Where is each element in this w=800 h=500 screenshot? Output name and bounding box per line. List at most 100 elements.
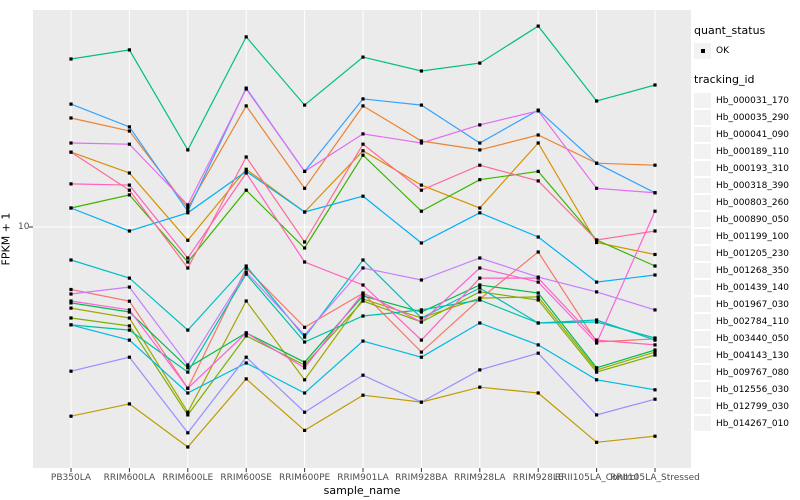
legend-key-swatch [694, 416, 711, 431]
legend-key-swatch [694, 178, 711, 193]
legend-key-line-icon [695, 133, 710, 136]
legend-entry-label: Hb_000193_310 [716, 163, 790, 174]
legend-key-swatch [694, 382, 711, 397]
legend-key-line-icon [695, 405, 710, 408]
legend-key-swatch [694, 297, 711, 312]
x-tick-label: RRIM928LA [454, 473, 506, 483]
legend-entry-label: Hb_000031_170 [716, 95, 790, 106]
legend-entry-label: Hb_009767_080 [716, 367, 790, 378]
x-tick-label: RRIM600LE [162, 473, 214, 483]
point-glyph-icon [700, 49, 705, 53]
legend-key-line-icon [695, 337, 710, 340]
x-tick-label: RRIM600LA [103, 473, 156, 483]
legend-entry: Hb_000318_390 [694, 177, 798, 194]
legend-quant-status: quant_status OK [694, 24, 798, 59]
legend-entry-label: Hb_000890_050 [716, 214, 790, 225]
legend-key-line-icon [695, 354, 710, 357]
legend-key-swatch [694, 331, 711, 346]
x-tick-label: RRIM928LE [512, 473, 564, 483]
quant-key-swatch [694, 43, 711, 59]
legend-entry: Hb_012799_030 [694, 398, 798, 415]
x-tick-label: RRIM600PE [278, 473, 331, 483]
legend-quant-item-ok: OK [694, 43, 798, 59]
legend-key-swatch [694, 127, 711, 142]
legend-entry: Hb_009767_080 [694, 364, 798, 381]
legend-key-line-icon [695, 269, 710, 272]
legend-key-line-icon [695, 116, 710, 119]
legend-key-line-icon [695, 218, 710, 221]
y-tick-label: 10 [18, 222, 30, 232]
legend-tracking-items: Hb_000031_170 Hb_000035_290 Hb_000041_090 H… [694, 92, 798, 432]
legend-key-swatch [694, 314, 711, 329]
legend-key-line-icon [695, 150, 710, 153]
x-tick-label: PB350LA [50, 473, 92, 483]
legend-key-line-icon [695, 371, 710, 374]
legend-entry-label: Hb_000189_110 [716, 146, 790, 157]
x-tick-label: RRII105LA_Control [554, 473, 639, 483]
legend-entry: Hb_002784_110 [694, 313, 798, 330]
legend-key-line-icon [695, 235, 710, 238]
legend-entry: Hb_000189_110 [694, 143, 798, 160]
legend-key-swatch [694, 161, 711, 176]
legend: quant_status OK tracking_id Hb_000031_17… [694, 24, 798, 432]
legend-entry-label: Hb_012799_030 [716, 401, 790, 412]
legend-key-line-icon [695, 99, 710, 102]
legend-entry-label: Hb_001439_140 [716, 282, 790, 293]
legend-key-line-icon [695, 167, 710, 170]
legend-entry: Hb_000890_050 [694, 211, 798, 228]
legend-entry-label: Hb_000318_390 [716, 180, 790, 191]
legend-key-swatch [694, 399, 711, 414]
y-axis-title: FPKM + 1 [0, 212, 13, 266]
legend-key-swatch [694, 348, 711, 363]
legend-entry: Hb_001268_350 [694, 262, 798, 279]
legend-key-swatch [694, 144, 711, 159]
legend-key-line-icon [695, 303, 710, 306]
legend-key-line-icon [695, 252, 710, 255]
legend-key-line-icon [695, 388, 710, 391]
legend-key-swatch [694, 246, 711, 261]
legend-entry-label: Hb_001967_030 [716, 299, 790, 310]
x-tick-label: RRIM901LA [337, 473, 389, 483]
x-tick-label: RRIM928BA [395, 473, 448, 483]
legend-entry: Hb_000041_090 [694, 126, 798, 143]
legend-key-swatch [694, 93, 711, 108]
legend-key-line-icon [695, 422, 710, 425]
legend-entry-label: Hb_002784_110 [716, 316, 790, 327]
legend-entry: Hb_001199_100 [694, 228, 798, 245]
legend-key-line-icon [695, 184, 710, 187]
legend-entry: Hb_000035_290 [694, 109, 798, 126]
legend-quant-title: quant_status [694, 24, 766, 37]
legend-key-swatch [694, 365, 711, 380]
legend-entry: Hb_001967_030 [694, 296, 798, 313]
legend-entry: Hb_004143_130 [694, 347, 798, 364]
legend-tracking-id: tracking_id Hb_000031_170 Hb_000035_290 Hb… [694, 73, 798, 432]
x-tick-label: RRII105LA_Stressed [610, 473, 700, 483]
legend-entry: Hb_012556_030 [694, 381, 798, 398]
legend-key-swatch [694, 195, 711, 210]
legend-key-swatch [694, 280, 711, 295]
legend-tracking-title: tracking_id [694, 73, 755, 86]
legend-entry: Hb_000031_170 [694, 92, 798, 109]
legend-entry-label: Hb_000035_290 [716, 112, 790, 123]
legend-key-line-icon [695, 201, 710, 204]
legend-key-line-icon [695, 286, 710, 289]
x-axis-title: sample_name [323, 484, 401, 497]
legend-entry-label: Hb_001205_230 [716, 248, 790, 259]
legend-entry-label: Hb_001199_100 [716, 231, 790, 242]
legend-entry-label: Hb_000041_090 [716, 129, 790, 140]
legend-key-swatch [694, 263, 711, 278]
legend-entry: Hb_003440_050 [694, 330, 798, 347]
legend-entry: Hb_014267_010 [694, 415, 798, 432]
legend-key-swatch [694, 212, 711, 227]
legend-entry: Hb_000803_260 [694, 194, 798, 211]
legend-entry-label: Hb_001268_350 [716, 265, 790, 276]
legend-entry: Hb_000193_310 [694, 160, 798, 177]
legend-entry-label: Hb_014267_010 [716, 418, 790, 429]
legend-quant-label: OK [716, 46, 729, 56]
legend-key-swatch [694, 229, 711, 244]
legend-entry-label: Hb_012556_030 [716, 384, 790, 395]
legend-entry-label: Hb_004143_130 [716, 350, 790, 361]
legend-entry-label: Hb_000803_260 [716, 197, 790, 208]
